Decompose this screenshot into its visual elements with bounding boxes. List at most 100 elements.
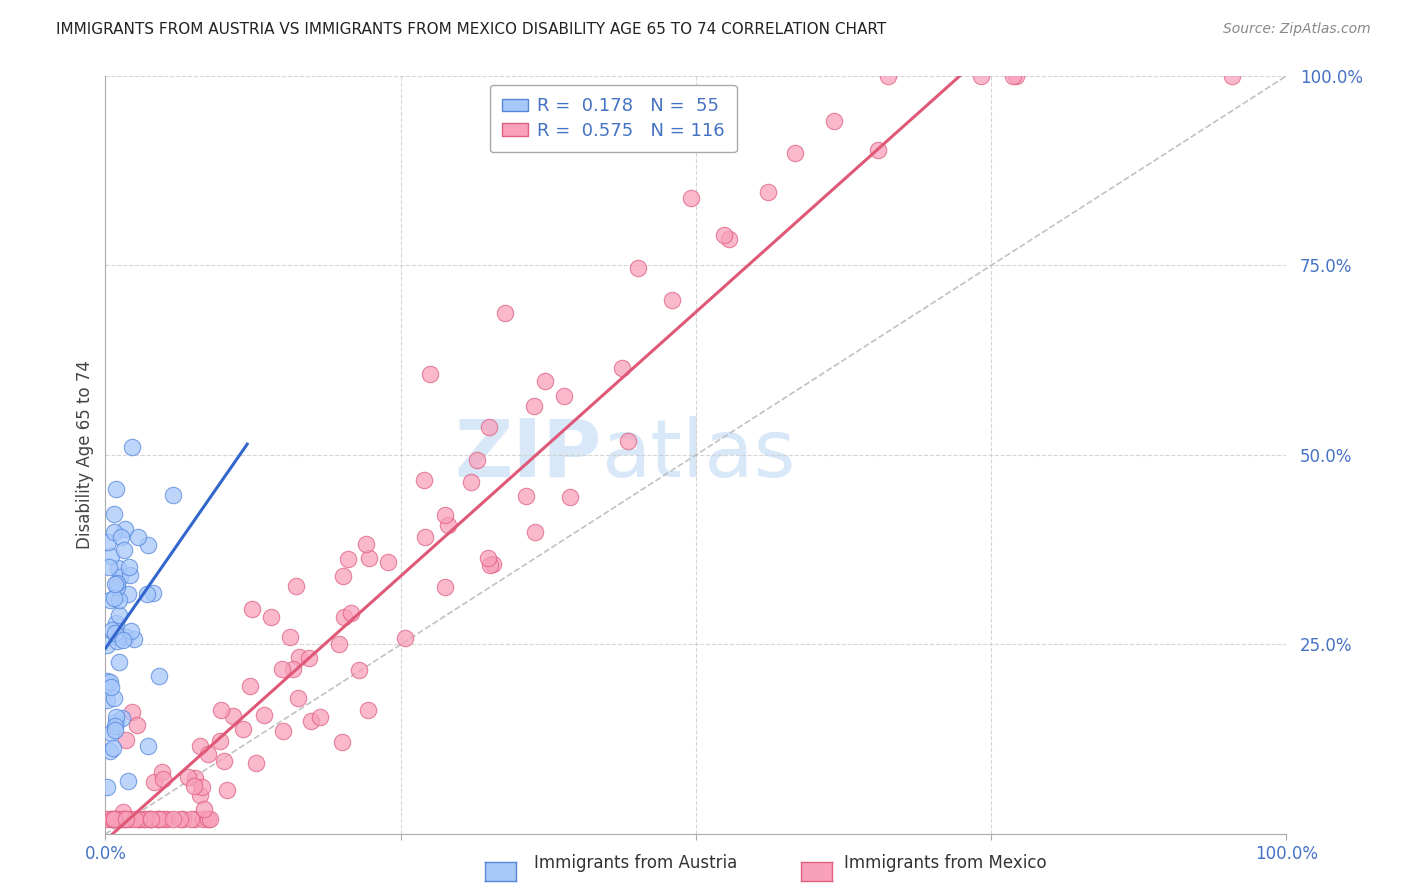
Point	[104, 719, 127, 733]
Point	[198, 812, 221, 826]
Point	[156, 812, 179, 826]
Point	[103, 690, 125, 705]
Text: Source: ZipAtlas.com: Source: ZipAtlas.com	[1223, 22, 1371, 37]
Point	[127, 530, 149, 544]
Point	[298, 650, 321, 665]
Point	[245, 756, 267, 770]
Point	[101, 624, 124, 638]
Point	[332, 568, 354, 582]
Point	[103, 812, 125, 826]
Point	[184, 812, 207, 826]
Text: ZIP: ZIP	[454, 416, 602, 494]
Point	[436, 517, 458, 532]
Point	[111, 805, 134, 819]
Point	[114, 732, 136, 747]
Point	[111, 812, 134, 826]
Point	[118, 560, 141, 574]
Point	[114, 812, 136, 826]
Point	[97, 534, 120, 549]
Point	[553, 389, 575, 403]
Point	[120, 624, 142, 639]
Point	[193, 802, 215, 816]
Point	[260, 610, 283, 624]
Point	[177, 770, 200, 784]
Point	[460, 475, 482, 489]
Point	[146, 812, 169, 826]
Point	[188, 739, 211, 754]
Point	[287, 649, 309, 664]
Text: Immigrants from Mexico: Immigrants from Mexico	[844, 855, 1046, 872]
Point	[823, 114, 845, 128]
Point	[103, 591, 125, 606]
Point	[107, 593, 129, 607]
Point	[494, 306, 516, 320]
Point	[136, 538, 159, 552]
Point	[118, 812, 141, 826]
Point	[134, 812, 156, 826]
Point	[121, 705, 143, 719]
Point	[117, 586, 139, 600]
Point	[138, 812, 160, 826]
Point	[96, 693, 118, 707]
Point	[610, 361, 633, 376]
Legend: R =  0.178   N =  55, R =  0.575   N = 116: R = 0.178 N = 55, R = 0.575 N = 116	[489, 85, 737, 153]
Point	[150, 765, 173, 780]
Point	[96, 638, 118, 652]
Point	[627, 260, 650, 275]
Point	[96, 780, 118, 795]
Point	[96, 812, 118, 826]
Point	[105, 482, 128, 496]
Point	[107, 812, 129, 826]
Point	[377, 555, 399, 569]
Point	[340, 606, 363, 620]
Point	[128, 812, 150, 826]
Point	[184, 771, 207, 785]
Point	[217, 783, 239, 797]
Point	[299, 714, 322, 728]
Point	[114, 522, 136, 536]
Point	[169, 812, 191, 826]
Point	[212, 754, 235, 768]
Point	[232, 722, 254, 736]
Point	[100, 680, 122, 694]
Point	[242, 601, 264, 615]
Point	[101, 812, 124, 826]
Point	[287, 691, 309, 706]
Point	[434, 508, 457, 523]
Point	[104, 626, 127, 640]
Point	[415, 530, 437, 544]
Text: IMMIGRANTS FROM AUSTRIA VS IMMIGRANTS FROM MEXICO DISABILITY AGE 65 TO 74 CORREL: IMMIGRANTS FROM AUSTRIA VS IMMIGRANTS FR…	[56, 22, 887, 37]
Point	[478, 419, 501, 434]
Text: Immigrants from Austria: Immigrants from Austria	[534, 855, 738, 872]
Point	[328, 637, 350, 651]
Point	[197, 747, 219, 761]
Point	[107, 575, 129, 590]
Point	[222, 709, 245, 723]
Point	[359, 550, 381, 565]
Point	[482, 557, 505, 571]
Point	[465, 453, 488, 467]
Point	[142, 585, 165, 599]
Point	[127, 718, 149, 732]
Point	[110, 530, 132, 544]
Point	[107, 812, 129, 826]
Point	[104, 615, 127, 630]
Point	[110, 812, 132, 826]
Point	[152, 812, 174, 826]
Point	[209, 734, 232, 748]
Point	[308, 710, 330, 724]
Point	[333, 610, 356, 624]
Point	[337, 551, 360, 566]
Point	[98, 593, 121, 607]
Point	[180, 812, 202, 826]
Point	[136, 587, 159, 601]
Point	[876, 69, 898, 83]
Point	[281, 662, 304, 676]
Point	[148, 668, 170, 682]
Point	[108, 569, 131, 583]
Point	[357, 702, 380, 716]
Point	[970, 69, 993, 83]
Point	[103, 525, 125, 540]
Point	[868, 143, 890, 157]
Point	[253, 707, 276, 722]
